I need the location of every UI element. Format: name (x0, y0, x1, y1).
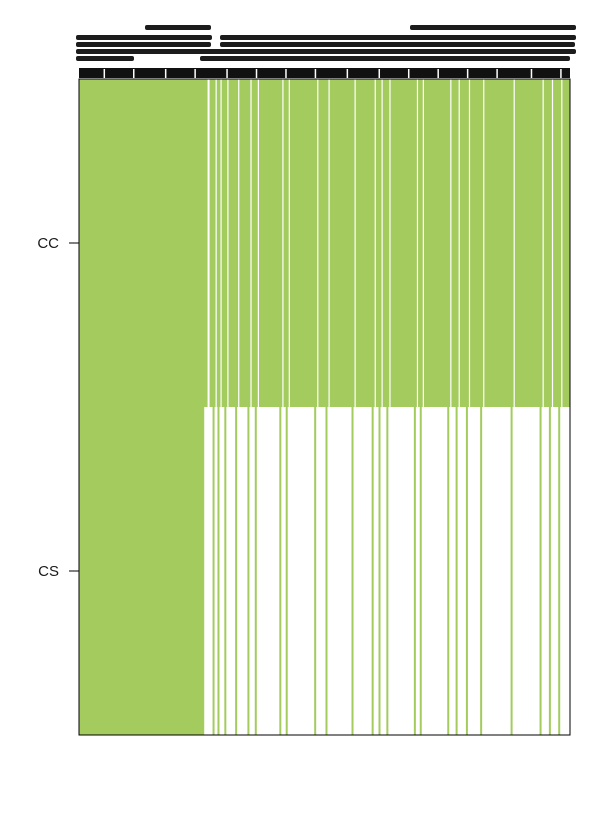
cs-line-6 (279, 407, 282, 735)
y-axis: CC CS (37, 235, 79, 580)
cs-line-1 (217, 407, 220, 735)
cs-line-7 (285, 407, 288, 735)
strip-sep-5 (255, 69, 258, 78)
cc-gap-11 (374, 79, 376, 407)
cs-line-14 (413, 407, 416, 735)
y-tick-label-cs: CS (38, 563, 59, 580)
strip-sep-1 (133, 69, 135, 78)
cs-line-20 (510, 407, 513, 735)
cs-line-19 (480, 407, 483, 735)
cs-line-15 (419, 407, 422, 735)
strip-sep-6 (285, 69, 287, 78)
cc-gap-22 (551, 79, 554, 407)
cs-line-4 (247, 407, 250, 735)
cs-line-5 (254, 407, 257, 735)
strip-sep-9 (378, 69, 381, 78)
strip-sep-8 (346, 69, 349, 78)
cs-line-23 (558, 407, 561, 735)
top-label-bar-0 (145, 25, 211, 30)
cc-gap-2 (227, 79, 229, 407)
cs-line-13 (386, 407, 389, 735)
strip-sep-11 (437, 69, 439, 78)
top-label-bar-8 (76, 56, 134, 61)
strip-sep-2 (164, 69, 167, 78)
heatmap-cells (79, 79, 570, 735)
y-tick-label-cc: CC (37, 235, 59, 252)
strip-sep-15 (560, 69, 562, 78)
top-label-bar-7 (204, 49, 576, 54)
cc-gap-21 (542, 79, 544, 407)
strip-sep-0 (103, 69, 106, 78)
cc-gap-23 (561, 79, 563, 407)
cs-line-8 (314, 407, 317, 735)
cc-gap-20 (513, 79, 515, 407)
cc-gap-3 (238, 79, 240, 407)
cs-line-17 (455, 407, 458, 735)
strip-sep-3 (194, 69, 196, 78)
cc-gap-5 (257, 79, 259, 407)
cc-gap-16 (450, 79, 452, 407)
top-dendrogram-labels (76, 25, 576, 61)
strip-bar (79, 68, 570, 78)
cs-line-3 (235, 407, 238, 735)
top-label-bar-6 (76, 49, 210, 54)
top-label-bar-9 (200, 56, 570, 61)
cs-line-9 (325, 407, 328, 735)
cc-gap-19 (483, 79, 485, 407)
cc-gap-10 (354, 79, 356, 407)
cs-line-11 (371, 407, 374, 735)
cs-line-12 (378, 407, 381, 735)
strip-sep-13 (496, 69, 498, 78)
cc-gap-6 (282, 79, 284, 407)
strip-sep-12 (466, 69, 469, 78)
cc-gap-4 (250, 79, 252, 407)
cs-line-10 (351, 407, 354, 735)
cc-gap-14 (416, 79, 419, 407)
strip-sep-10 (407, 69, 410, 78)
plot-frame (78, 78, 571, 736)
cc-gap-8 (317, 79, 319, 407)
top-annotation-strip (79, 68, 570, 78)
cell-block-cs (79, 407, 205, 735)
cs-line-2 (224, 407, 227, 735)
top-label-bar-4 (76, 42, 211, 47)
top-label-bar-3 (220, 35, 576, 40)
cc-gap-edge (207, 79, 210, 407)
cc-gap-13 (389, 79, 391, 407)
cc-gap-15 (422, 79, 424, 407)
top-label-bar-1 (410, 25, 576, 30)
cc-gap-7 (288, 79, 290, 407)
cc-gap-0 (215, 79, 217, 407)
strip-sep-14 (530, 69, 533, 78)
cc-gap-1 (220, 79, 222, 407)
strip-sep-4 (226, 69, 228, 78)
cc-gap-9 (328, 79, 330, 407)
cell-block-cc (79, 79, 570, 407)
cs-line-16 (447, 407, 450, 735)
cc-gap-12 (381, 79, 383, 407)
top-label-bar-5 (220, 42, 575, 47)
top-label-bar-2 (76, 35, 212, 40)
cs-line-22 (548, 407, 551, 735)
cs-line-18 (465, 407, 468, 735)
cc-gap-18 (468, 79, 471, 407)
cc-gap-17 (458, 79, 460, 407)
cs-line-0 (212, 407, 215, 735)
cs-line-21 (539, 407, 542, 735)
strip-sep-7 (314, 69, 317, 78)
